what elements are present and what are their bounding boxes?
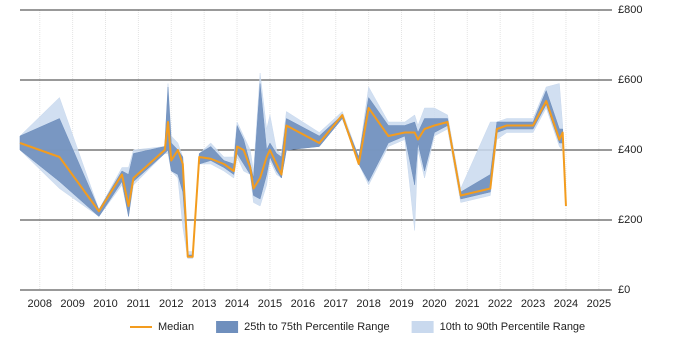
x-tick-label: 2025: [587, 298, 611, 310]
x-tick-label: 2015: [258, 298, 282, 310]
legend-label: 10th to 90th Percentile Range: [440, 321, 586, 333]
y-tick-label: £800: [618, 4, 642, 16]
x-tick-label: 2009: [60, 298, 84, 310]
y-tick-label: £0: [618, 284, 630, 296]
legend-label: Median: [158, 321, 194, 333]
x-tick-label: 2020: [422, 298, 446, 310]
legend-label: 25th to 75th Percentile Range: [244, 321, 390, 333]
percentile-band: [19, 72, 567, 259]
x-tick-label: 2021: [455, 298, 479, 310]
x-tick-label: 2024: [554, 298, 578, 310]
x-tick-label: 2008: [27, 298, 51, 310]
x-tick-label: 2022: [488, 298, 512, 310]
x-tick-label: 2018: [356, 298, 380, 310]
x-tick-label: 2011: [127, 298, 151, 310]
legend-swatch: [411, 321, 434, 333]
legend-swatch: [216, 321, 239, 333]
x-tick-label: 2016: [291, 298, 315, 310]
y-tick-label: £600: [618, 74, 642, 86]
x-tick-label: 2014: [225, 298, 249, 310]
y-tick-label: £200: [618, 214, 642, 226]
x-tick-label: 2013: [192, 298, 216, 310]
median-line: [19, 100, 567, 258]
x-tick-label: 2012: [159, 298, 183, 310]
x-tick-label: 2010: [93, 298, 117, 310]
x-tick-label: 2023: [521, 298, 545, 310]
x-tick-label: 2019: [389, 298, 413, 310]
x-tick-label: 2017: [323, 298, 347, 310]
y-tick-label: £400: [618, 144, 642, 156]
